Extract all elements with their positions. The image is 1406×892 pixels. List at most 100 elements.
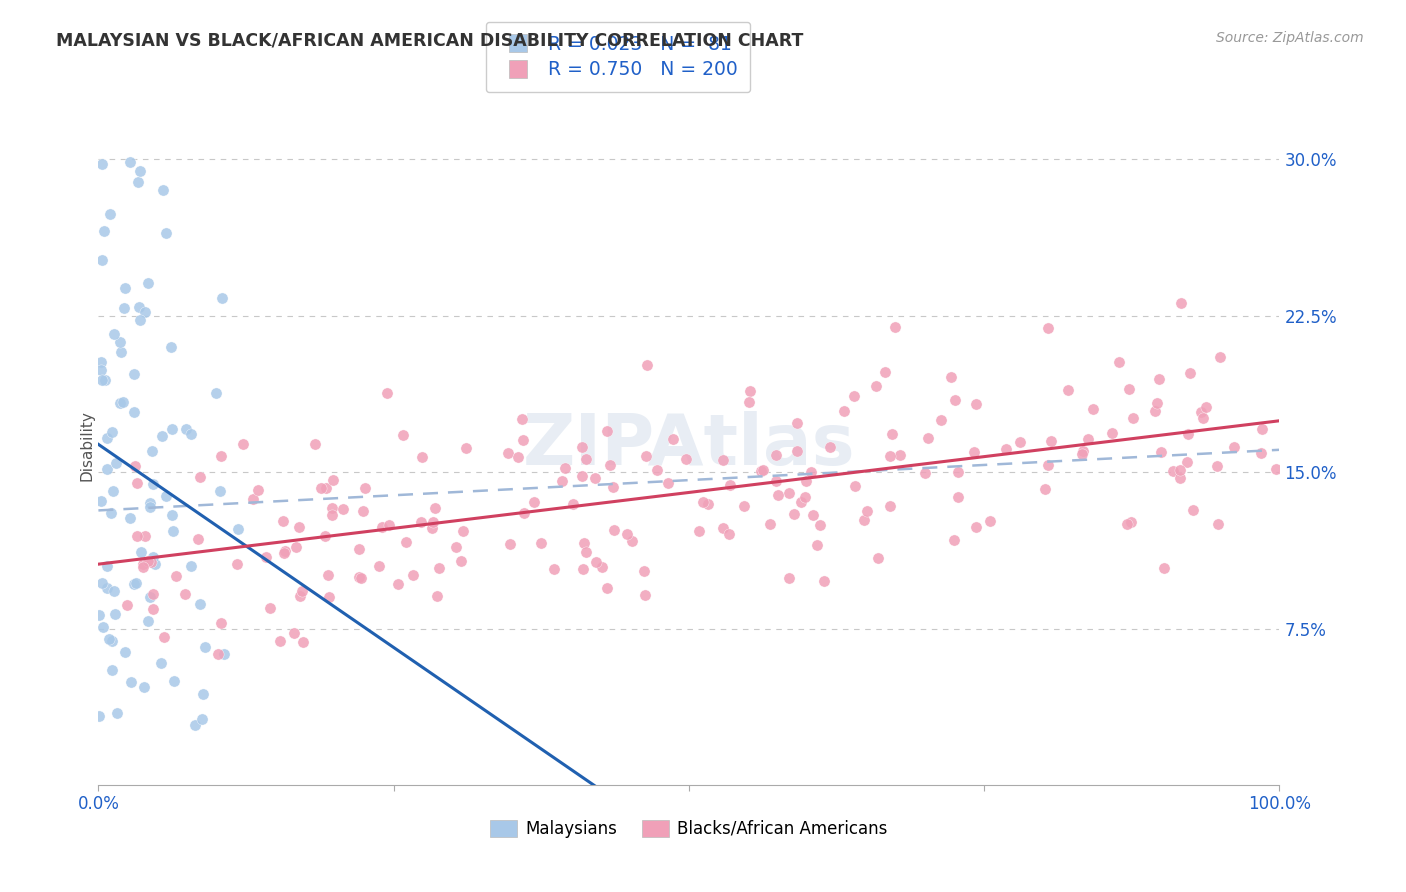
Point	[1040, 434, 1063, 449]
Point	[633, 565, 655, 579]
Point	[778, 571, 800, 585]
Point	[136, 276, 159, 290]
Point	[132, 558, 155, 572]
Point	[242, 491, 264, 506]
Point	[128, 164, 150, 178]
Point	[288, 590, 311, 604]
Point	[1175, 455, 1198, 469]
Point	[752, 463, 775, 477]
Point	[692, 495, 714, 509]
Point	[426, 589, 449, 603]
Point	[1163, 464, 1185, 478]
Y-axis label: Disability: Disability	[80, 410, 94, 482]
Point	[808, 518, 831, 533]
Point	[945, 392, 967, 407]
Point	[496, 446, 519, 460]
Point	[1146, 395, 1168, 409]
Point	[450, 554, 472, 568]
Legend: Malaysians, Blacks/African Americans: Malaysians, Blacks/African Americans	[484, 813, 894, 845]
Point	[506, 450, 529, 464]
Point	[733, 499, 755, 513]
Point	[354, 481, 377, 495]
Point	[946, 490, 969, 504]
Point	[420, 521, 443, 535]
Point	[207, 647, 229, 661]
Point	[422, 515, 444, 529]
Point	[138, 500, 160, 514]
Point	[411, 450, 433, 464]
Point	[512, 433, 534, 447]
Point	[159, 340, 181, 354]
Point	[226, 557, 249, 571]
Point	[530, 536, 553, 550]
Point	[717, 527, 740, 541]
Point	[100, 506, 122, 520]
Point	[127, 528, 149, 542]
Point	[283, 626, 305, 640]
Point	[371, 520, 394, 534]
Point	[321, 501, 343, 516]
Point	[209, 615, 232, 630]
Point	[209, 450, 232, 464]
Point	[352, 504, 374, 518]
Point	[101, 634, 124, 648]
Point	[269, 634, 291, 648]
Point	[571, 468, 593, 483]
Point	[634, 588, 657, 602]
Point	[136, 614, 159, 628]
Point	[152, 183, 174, 197]
Point	[1206, 458, 1229, 473]
Point	[1182, 503, 1205, 517]
Point	[561, 496, 583, 510]
Point	[208, 483, 231, 498]
Point	[96, 581, 118, 595]
Point	[1208, 516, 1230, 531]
Point	[377, 385, 399, 400]
Point	[101, 663, 124, 677]
Point	[127, 476, 149, 491]
Point	[188, 469, 211, 483]
Point	[765, 448, 787, 462]
Point	[104, 607, 127, 621]
Point	[1118, 382, 1140, 396]
Point	[1036, 321, 1059, 335]
Point	[1189, 405, 1212, 419]
Point	[965, 397, 987, 411]
Point	[117, 598, 139, 612]
Point	[425, 501, 447, 516]
Point	[1223, 440, 1246, 454]
Point	[585, 555, 607, 569]
Point	[711, 453, 734, 467]
Point	[122, 368, 145, 382]
Point	[572, 561, 595, 575]
Point	[917, 431, 939, 445]
Point	[512, 506, 534, 520]
Point	[1122, 410, 1144, 425]
Point	[444, 540, 467, 554]
Point	[1033, 482, 1056, 496]
Point	[583, 471, 606, 485]
Point	[1081, 402, 1104, 417]
Point	[1057, 383, 1080, 397]
Point	[273, 514, 295, 528]
Point	[800, 466, 823, 480]
Point	[132, 680, 155, 694]
Point	[111, 395, 134, 409]
Point	[314, 529, 336, 543]
Point	[1178, 366, 1201, 380]
Point	[427, 561, 450, 575]
Point	[720, 478, 742, 492]
Point	[1149, 372, 1171, 386]
Point	[834, 404, 856, 418]
Point	[1192, 411, 1215, 425]
Point	[943, 533, 966, 548]
Point	[778, 486, 800, 500]
Point	[856, 504, 879, 518]
Point	[1108, 355, 1130, 369]
Point	[599, 458, 621, 472]
Point	[180, 558, 202, 573]
Point	[316, 567, 339, 582]
Point	[554, 460, 576, 475]
Point	[1116, 516, 1139, 531]
Point	[174, 422, 197, 436]
